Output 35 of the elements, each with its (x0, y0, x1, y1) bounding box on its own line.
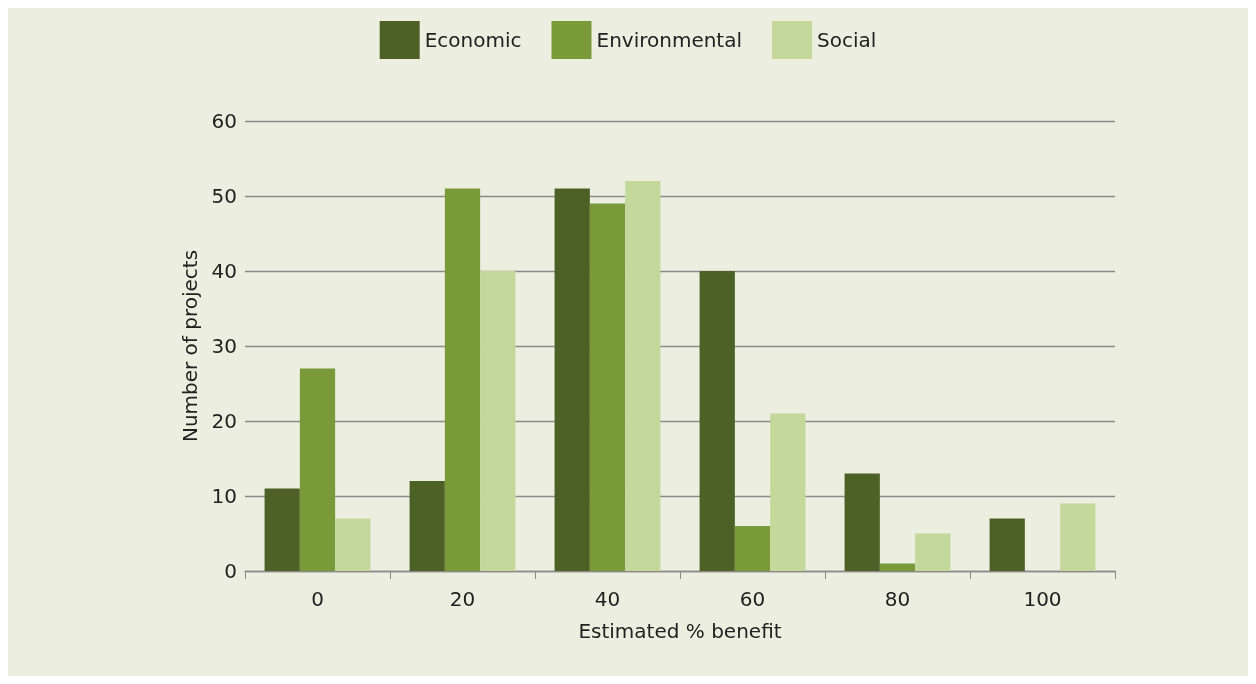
x-tick-label: 40 (594, 587, 621, 611)
bar (480, 271, 516, 571)
bar (409, 481, 445, 571)
y-tick-label: 40 (211, 259, 237, 283)
y-axis-title: Number of projects (178, 249, 202, 443)
legend-label: Economic (424, 28, 522, 52)
bar (734, 526, 771, 571)
bar (844, 473, 880, 571)
y-tick-label: 30 (211, 334, 237, 358)
bar (444, 188, 481, 571)
y-tick-label: 60 (211, 109, 237, 133)
legend-label: Environmental (596, 28, 743, 52)
y-tick-label: 50 (211, 184, 237, 208)
y-tick-label: 0 (224, 559, 237, 583)
bar (879, 563, 916, 571)
y-tick-label: 10 (211, 484, 237, 508)
bar (915, 533, 951, 571)
bar (299, 368, 336, 571)
bar (1060, 503, 1096, 571)
bar (770, 413, 806, 571)
x-tick-label: 80 (884, 587, 911, 611)
bar (625, 181, 661, 571)
x-tick-label: 0 (311, 587, 324, 611)
bar (335, 518, 371, 571)
bar (989, 518, 1025, 571)
bar (264, 488, 300, 571)
x-tick-label: 60 (739, 587, 766, 611)
bar (589, 203, 626, 571)
x-axis-title: Estimated % benefit (578, 619, 782, 643)
x-tick-label: 20 (449, 587, 476, 611)
legend-label: Social (817, 28, 877, 52)
bar (699, 271, 735, 571)
bar (554, 188, 590, 571)
y-tick-label: 20 (211, 409, 237, 433)
x-tick-label: 100 (1023, 587, 1062, 611)
